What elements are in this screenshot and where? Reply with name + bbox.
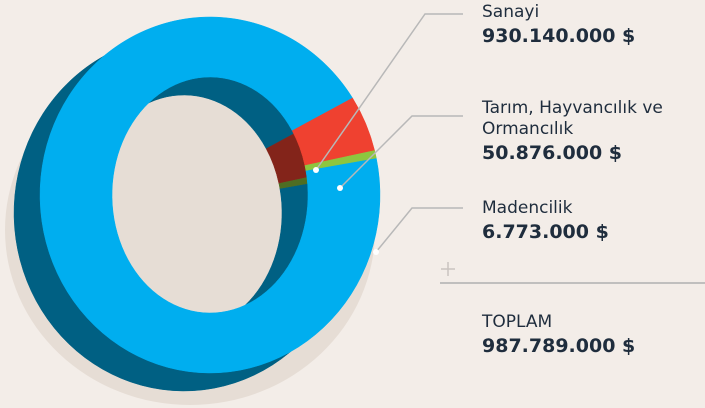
label: Madencilik 6.773.000 $ — [482, 198, 702, 245]
category-label: Madencilik — [482, 198, 573, 218]
plus-sign — [441, 262, 455, 276]
total: TOPLAM 987.789.000 $ — [482, 312, 702, 359]
leader-line — [315, 13, 463, 171]
leader-dot — [313, 167, 319, 173]
label: Sanayi 930.140.000 $ — [482, 2, 702, 49]
category-label: Tarım, Hayvancılık ve Ormancılık — [482, 98, 663, 139]
total-value: 987.789.000 $ — [482, 335, 636, 357]
value-label: 930.140.000 $ — [482, 25, 636, 47]
value-label: 6.773.000 $ — [482, 221, 609, 243]
leader-lines — [315, 13, 463, 253]
leader-line — [339, 115, 463, 189]
leader-dot — [373, 249, 379, 255]
slice — [39, 16, 381, 374]
donut — [5, 16, 381, 405]
total-label: TOPLAM — [482, 312, 553, 332]
leader-dot — [337, 185, 343, 191]
label: Tarım, Hayvancılık ve Ormancılık 50.876.… — [482, 98, 702, 166]
category-label: Sanayi — [482, 2, 540, 22]
value-label: 50.876.000 $ — [482, 142, 623, 164]
leader-line — [375, 207, 463, 253]
